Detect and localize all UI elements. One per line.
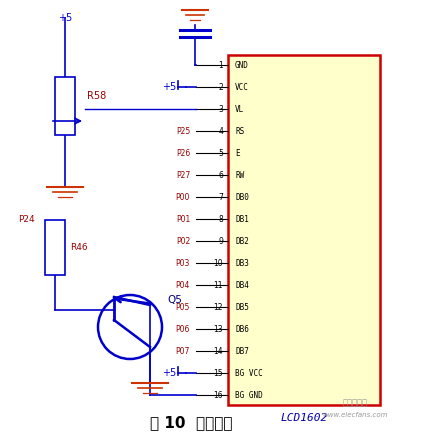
Bar — [45, 220, 65, 275]
Text: 15: 15 — [213, 368, 223, 377]
Text: 7: 7 — [218, 193, 223, 202]
Text: P25: P25 — [176, 126, 190, 135]
Text: VL: VL — [235, 105, 244, 113]
Text: DB5: DB5 — [235, 303, 249, 312]
Text: 图 10  显示电路: 图 10 显示电路 — [150, 416, 233, 430]
Text: 电子发烧友: 电子发烧友 — [343, 399, 368, 408]
Text: 10: 10 — [213, 259, 223, 267]
Text: DB6: DB6 — [235, 324, 249, 333]
Text: DB3: DB3 — [235, 259, 249, 267]
Text: 16: 16 — [213, 391, 223, 400]
Text: 2: 2 — [218, 82, 223, 92]
Text: RW: RW — [235, 170, 244, 179]
Text: VCC: VCC — [235, 82, 249, 92]
Text: P27: P27 — [176, 170, 190, 179]
Text: +5: +5 — [58, 13, 72, 23]
Bar — [55, 77, 75, 135]
Bar — [228, 55, 380, 405]
Text: BG GND: BG GND — [235, 391, 263, 400]
Text: www.elecfans.com: www.elecfans.com — [322, 412, 388, 418]
Text: DB0: DB0 — [235, 193, 249, 202]
Text: P02: P02 — [176, 236, 190, 246]
Text: P00: P00 — [176, 193, 190, 202]
Text: 9: 9 — [218, 236, 223, 246]
Text: P06: P06 — [176, 324, 190, 333]
Text: DB1: DB1 — [235, 214, 249, 223]
Text: P01: P01 — [176, 214, 190, 223]
Text: 8: 8 — [218, 214, 223, 223]
Text: R58: R58 — [87, 91, 106, 101]
Text: P26: P26 — [176, 149, 190, 158]
Text: DB7: DB7 — [235, 347, 249, 356]
Text: +5: +5 — [162, 82, 176, 92]
Text: P24: P24 — [18, 215, 35, 224]
Text: P04: P04 — [176, 280, 190, 290]
Text: GND: GND — [235, 61, 249, 69]
Text: DB4: DB4 — [235, 280, 249, 290]
Text: RS: RS — [235, 126, 244, 135]
Text: BG VCC: BG VCC — [235, 368, 263, 377]
Text: 3: 3 — [218, 105, 223, 113]
Text: P07: P07 — [176, 347, 190, 356]
Text: R46: R46 — [70, 243, 88, 252]
Text: 12: 12 — [214, 303, 223, 312]
Text: P03: P03 — [176, 259, 190, 267]
Text: LCD1602: LCD1602 — [280, 413, 328, 423]
Text: P05: P05 — [176, 303, 190, 312]
Text: 14: 14 — [213, 347, 223, 356]
Text: 4: 4 — [218, 126, 223, 135]
Text: 5: 5 — [218, 149, 223, 158]
Text: 11: 11 — [214, 280, 223, 290]
Text: +5: +5 — [162, 368, 176, 378]
Text: DB2: DB2 — [235, 236, 249, 246]
Text: Q5: Q5 — [167, 295, 182, 305]
Text: 13: 13 — [213, 324, 223, 333]
Text: E: E — [235, 149, 239, 158]
Text: 1: 1 — [218, 61, 223, 69]
Text: 6: 6 — [218, 170, 223, 179]
